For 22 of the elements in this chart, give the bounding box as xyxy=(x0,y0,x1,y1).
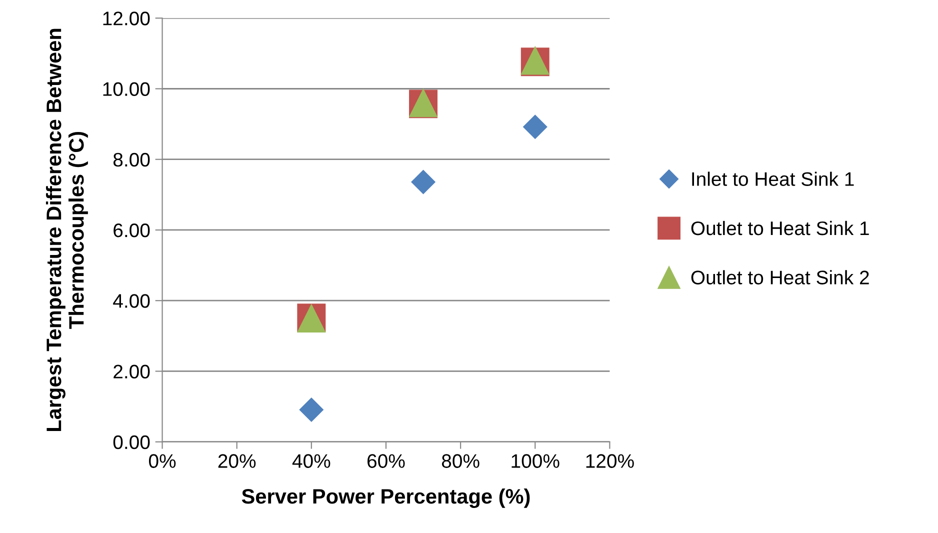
y-tick-label: 4.00 xyxy=(113,294,150,308)
y-axis-title: Largest Temperature Difference Between Thermocouples (°C) xyxy=(46,28,88,432)
x-tick-label: 40% xyxy=(292,454,330,468)
legend-label: Outlet to Heat Sink 2 xyxy=(691,270,869,284)
point xyxy=(298,396,325,423)
x-tick-label: 0% xyxy=(148,454,176,468)
y-tick-label: 10.00 xyxy=(103,82,150,96)
y-tick-label: 0.00 xyxy=(113,435,150,450)
x-tick-label: 100% xyxy=(512,454,560,468)
point xyxy=(410,168,436,196)
y-tick-label: 12.00 xyxy=(103,12,150,26)
x-axis-title: Server Power Percentage (%) xyxy=(242,488,530,508)
x-tick-label: 20% xyxy=(218,454,256,468)
x-tick-label: 120% xyxy=(586,454,634,468)
point xyxy=(522,114,548,140)
y-tick-label: 2.00 xyxy=(114,364,150,378)
x-tick-label: 80% xyxy=(442,454,480,468)
x-tick-label: 60% xyxy=(368,454,405,468)
legend-label: Outlet to Heat Sink 1 xyxy=(691,220,869,236)
y-tick-label: 8.00 xyxy=(113,152,150,167)
y-tick-label: 6.00 xyxy=(114,223,150,238)
legend-label: Inlet to Heat Sink 1 xyxy=(692,172,854,186)
